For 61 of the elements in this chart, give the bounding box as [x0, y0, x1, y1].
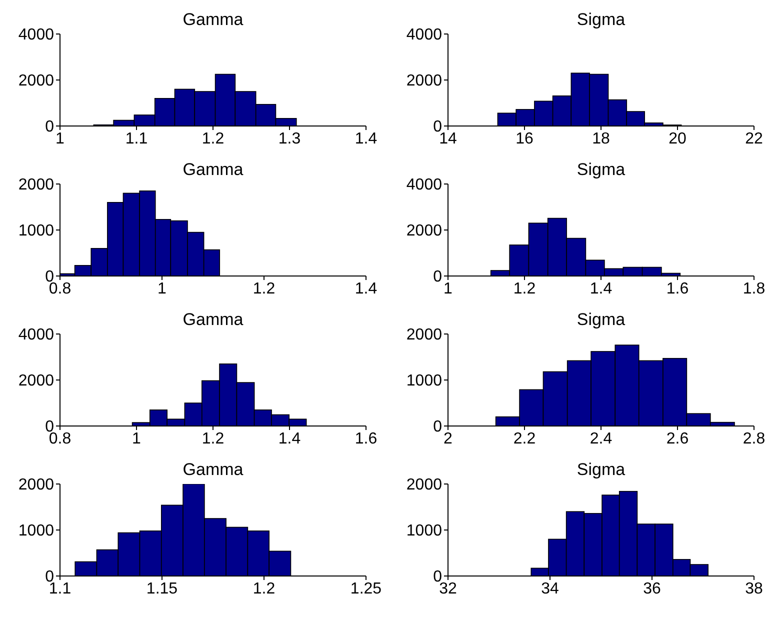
x-tick-label: 1.8 [742, 280, 766, 298]
x-tick-label: 2 [444, 430, 453, 448]
chart-title: Gamma [182, 310, 244, 330]
y-tick-label: 2000 [406, 72, 442, 90]
x-tick-label: 1 [444, 280, 453, 298]
x-tick-label: 1 [158, 280, 167, 298]
x-tick-label: 1.6 [354, 430, 378, 448]
y-tick-label: 4000 [406, 26, 442, 44]
x-tick-label: 34 [541, 580, 559, 598]
x-tick-label: 1.4 [278, 430, 301, 448]
x-tick-label: 1.6 [666, 280, 689, 298]
x-tick-label: 1.2 [513, 280, 536, 298]
x-tick-label: 1.2 [252, 580, 276, 598]
y-tick-label: 2000 [406, 326, 442, 344]
y-tick-label: 1000 [406, 522, 442, 540]
x-tick-label: 2.4 [590, 430, 612, 448]
y-tick-label: 0 [45, 118, 54, 136]
x-tick-label: 1.1 [125, 130, 148, 148]
y-tick-label: 2000 [18, 372, 54, 390]
chart-title: Sigma [576, 160, 626, 180]
chart-title: Sigma [576, 10, 626, 30]
x-tick-label: 2.2 [513, 430, 536, 448]
y-tick-label: 1000 [406, 372, 442, 390]
y-tick-label: 2000 [406, 476, 442, 494]
y-tick-label: 4000 [406, 176, 442, 194]
y-tick-label: 2000 [18, 72, 54, 90]
y-tick-label: 0 [433, 418, 442, 436]
x-tick-label: 20 [668, 130, 686, 148]
y-tick-label: 4000 [18, 326, 54, 344]
y-tick-label: 2000 [406, 222, 442, 240]
x-tick-label: 2.8 [742, 430, 766, 448]
x-tick-label: 1.4 [590, 280, 612, 298]
x-tick-label: 36 [643, 580, 661, 598]
x-tick-label: 1.2 [252, 280, 276, 298]
y-tick-label: 2000 [18, 176, 54, 194]
x-tick-label: 32 [439, 580, 457, 598]
chart-title: Gamma [182, 10, 244, 30]
x-tick-label: 1.25 [350, 580, 382, 598]
x-tick-label: 1 [56, 130, 65, 148]
x-tick-label: 2.6 [666, 430, 689, 448]
x-tick-label: 1.15 [146, 580, 178, 598]
chart-title: Sigma [576, 310, 626, 330]
y-tick-label: 4000 [18, 26, 54, 44]
x-tick-label: 22 [745, 130, 763, 148]
x-tick-label: 1.4 [354, 130, 378, 148]
x-tick-label: 1.3 [278, 130, 301, 148]
x-tick-label: 38 [745, 580, 763, 598]
x-tick-label: 1 [132, 430, 142, 448]
y-tick-label: 0 [433, 268, 442, 286]
chart-title: Gamma [182, 460, 244, 480]
y-tick-label: 2000 [18, 476, 54, 494]
chart-title: Gamma [182, 160, 244, 180]
x-tick-label: 16 [516, 130, 534, 148]
x-tick-label: 1.2 [202, 130, 224, 148]
x-tick-label: 1.2 [202, 430, 224, 448]
y-tick-label: 1000 [18, 222, 54, 240]
x-tick-label: 18 [592, 130, 610, 148]
x-tick-label: 1.4 [354, 280, 378, 298]
chart-title: Sigma [576, 460, 626, 480]
y-tick-label: 1000 [18, 522, 54, 540]
x-tick-label: 14 [439, 130, 457, 148]
